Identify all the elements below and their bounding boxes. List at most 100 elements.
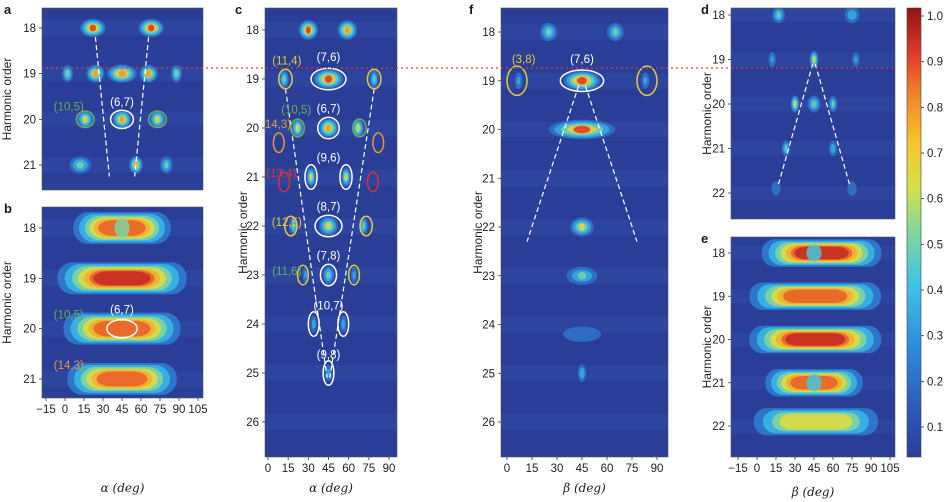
harmonic-band	[753, 408, 879, 436]
x-tick-label: 0	[754, 463, 760, 475]
x-tick-label: 105	[880, 463, 899, 475]
x-tick-label: 30	[789, 463, 802, 475]
harmonic-blob	[69, 156, 92, 174]
y-tick-label: 22	[246, 221, 259, 233]
harmonic-blob	[159, 156, 173, 174]
harmonic-blob	[112, 110, 132, 129]
y-tick-label: 18	[712, 10, 725, 22]
y-tick-label: 19	[712, 291, 725, 303]
plot-frame	[500, 7, 669, 458]
marker-ellipse-yellow	[296, 264, 310, 286]
harmonic-blob	[149, 110, 166, 129]
y-tick-label: 22	[482, 222, 495, 234]
x-tick-label: 45	[322, 463, 335, 475]
plot-area: (10,5) (6,7)	[42, 8, 203, 190]
y-tick-label: 21	[712, 144, 725, 156]
harmonic-blob	[790, 95, 800, 113]
y-tick-label: 19	[482, 76, 495, 88]
colorbar-tick-label: 0.3	[927, 331, 943, 343]
harmonic-blob	[86, 64, 105, 83]
marker-ellipse-white	[307, 311, 320, 337]
marker-ellipse-green	[290, 118, 306, 138]
y-axis-label: Harmonic order	[700, 306, 714, 389]
y-tick-label: 20	[712, 99, 725, 111]
plot-frame	[730, 7, 896, 220]
annotation-label: (10,5)	[54, 102, 84, 114]
y-tick-label: 18	[246, 25, 259, 37]
background-streak	[731, 141, 895, 156]
annotation-label: (6,7)	[317, 103, 341, 115]
annotation-label: (11,6)	[272, 266, 301, 278]
x-tick-label: −15	[36, 404, 56, 416]
x-tick-label: 15	[282, 463, 295, 475]
background-streak	[501, 24, 668, 40]
panel-e: 18 19 20 21 22 −15 0 15 30 45 60 75 90 105 Harmonic or…	[700, 231, 900, 499]
background-streak	[265, 316, 397, 332]
panel-c: (7,6) (11,4) (6,7) (10,5) (14,3) (9,6) (13,4) (…	[235, 2, 398, 495]
marker-ellipse-yellow	[347, 264, 361, 286]
annotation-label: (10,7)	[313, 300, 343, 312]
background-streak	[731, 8, 895, 23]
harmonic-blob	[337, 20, 358, 40]
x-tick-label: 0	[504, 463, 510, 475]
x-axis-label: α (deg)	[101, 481, 145, 495]
harmonic-blob	[77, 110, 94, 129]
guide-line	[134, 37, 150, 177]
y-tick-label: 18	[23, 223, 36, 235]
plot-area: (10,5) (6,7) (14,3)	[42, 207, 203, 398]
harmonic-blob	[313, 69, 344, 89]
marker-ellipse-white	[310, 67, 347, 91]
y-axis-label: Harmonic order	[0, 58, 14, 141]
harmonic-blob	[306, 167, 316, 187]
x-tick-label: 105	[188, 404, 207, 416]
background-streak	[501, 170, 668, 187]
x-tick-label: 0	[265, 463, 271, 475]
y-tick-label: 21	[246, 172, 259, 184]
y-axis-label: Harmonic order	[700, 72, 714, 155]
harmonic-blob	[807, 95, 821, 113]
x-tick-label: 90	[173, 404, 186, 416]
x-tick-label: 45	[808, 463, 821, 475]
x-tick-label: 90	[651, 463, 664, 475]
colorbar-gradient	[906, 7, 922, 458]
marker-ellipse-yellow	[278, 68, 293, 90]
guide-line	[94, 37, 110, 177]
y-tick-label: 19	[23, 273, 36, 285]
y-tick-label: 21	[23, 160, 36, 172]
colorbar-tick-label: 0.1	[927, 422, 943, 434]
annotation-label: (14,3)	[54, 360, 84, 372]
annotation-label: (12,5)	[272, 217, 302, 229]
y-axis-label: Harmonic order	[236, 191, 250, 274]
y-axis-label: Harmonic order	[471, 191, 485, 274]
marker-ellipse-white	[304, 164, 318, 190]
x-tick-label: 75	[846, 463, 859, 475]
x-tick-label: 60	[135, 404, 148, 416]
guide-line	[814, 63, 851, 185]
plot-area	[731, 8, 895, 219]
y-tick-label: 20	[23, 114, 36, 126]
panel-letter: e	[701, 231, 708, 246]
background-streak	[501, 316, 668, 333]
marker-ellipse-white	[322, 360, 335, 386]
harmonic-band	[57, 262, 187, 295]
y-axis-label: Harmonic order	[0, 261, 14, 344]
harmonic-blob	[341, 167, 351, 187]
marker-ellipse-green	[147, 110, 168, 129]
x-tick-label: 75	[362, 463, 375, 475]
annotation-label: (6,7)	[110, 305, 134, 317]
x-tick-label: 15	[78, 404, 91, 416]
harmonic-band	[765, 369, 863, 397]
background-streak	[265, 414, 397, 430]
y-tick-label: 21	[23, 374, 36, 386]
y-tick-label: 26	[246, 417, 259, 429]
harmonic-blob	[828, 140, 838, 157]
annotation-label: (9,6)	[317, 152, 341, 164]
background-streak	[265, 169, 397, 185]
y-tick-label: 20	[712, 335, 725, 347]
y-tick-label: 24	[246, 319, 259, 331]
y-tick-label: 25	[246, 368, 259, 380]
harmonic-blob	[606, 22, 624, 42]
harmonic-band	[63, 312, 181, 345]
x-tick-label: 75	[154, 404, 167, 416]
harmonic-blob	[369, 69, 379, 89]
